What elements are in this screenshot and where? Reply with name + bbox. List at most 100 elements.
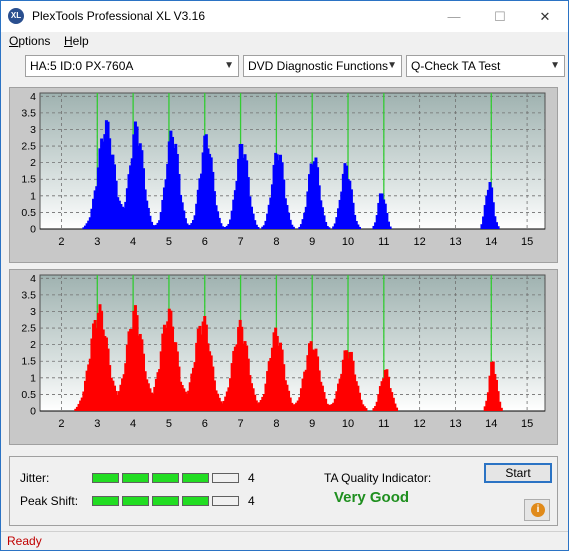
bottom-bar [325,403,329,411]
top-bar [162,187,166,229]
bottom-bar [267,361,271,411]
top-bar [212,191,216,229]
drive-select[interactable]: HA:5 ID:0 PX-760A ▼ [25,55,239,77]
top-y-tick-label: 3 [30,124,36,136]
bottom-bar [241,343,245,411]
top-bar [280,162,284,229]
top-bar [200,173,204,229]
function-select[interactable]: DVD Diagnostic Functions ▼ [243,55,402,77]
status-bar: Ready [1,531,568,550]
top-bar [142,168,146,229]
minimize-button[interactable]: — [447,9,461,24]
top-bar [238,144,242,229]
function-select-value: DVD Diagnostic Functions [248,59,389,73]
bottom-bar [127,331,131,411]
top-bar [93,190,97,229]
bottom-bar [280,349,284,411]
top-bar [269,197,273,229]
bottom-bar [306,355,310,411]
status-text: Ready [7,534,42,548]
bottom-bar [103,336,107,411]
bottom-bar [111,380,115,411]
menu-bar: Options Help [1,32,568,52]
bottom-bar [142,353,146,411]
bottom-bar [233,346,237,411]
close-button[interactable]: ✕ [539,9,551,24]
top-bar [203,135,207,229]
chevron-down-icon: ▼ [550,60,560,71]
top-bar [282,179,286,229]
bottom-y-tick-label: 3 [30,306,36,318]
bottom-bar [372,408,376,411]
bottom-x-tick-label: 10 [342,418,354,430]
bottom-bar [385,369,389,411]
top-bar [233,190,237,229]
bottom-bar [174,342,178,411]
bottom-chart: 4 3.5 3 2.5 2 1.5 1 0.5 0 2 3 4 5 6 7 8 9 10 11 12 13 14 15 [21,273,546,430]
menu-help-accesskey: H [64,34,73,48]
top-bar [345,165,349,229]
top-bar [382,199,386,229]
top-bar [254,224,258,229]
top-bar [177,174,181,229]
top-bar [486,189,490,229]
info-button[interactable]: i [524,499,550,521]
top-bar [109,154,113,229]
top-bar [351,202,355,229]
bottom-bar [177,366,181,411]
top-bar [137,145,141,229]
top-bar [169,130,173,229]
bottom-x-tick-label: 7 [238,418,244,430]
top-bar [312,161,316,229]
bottom-bar [261,396,265,411]
bottom-x-tick-label: 3 [94,418,100,430]
bottom-bar [183,391,187,411]
top-bar [175,154,179,229]
top-bar [253,220,257,229]
bottom-bar [314,348,318,411]
bottom-bar [351,360,355,411]
start-button[interactable]: Start [484,463,552,483]
bottom-bar [388,388,392,411]
bottom-bar [290,402,294,411]
top-bar [243,154,247,229]
bottom-bar [245,345,249,411]
top-bar [277,160,281,229]
bottom-bar [312,350,316,411]
top-bar [185,223,189,229]
top-x-tick-label: 2 [58,236,64,248]
bottom-bar [343,350,347,411]
top-bar [164,179,168,229]
bottom-bar [79,400,83,411]
top-bar [383,203,387,229]
menu-help[interactable]: Help [64,34,89,48]
maximize-button[interactable]: ☐ [494,9,506,24]
bottom-y-tick-label: 2 [30,339,36,351]
bottom-bar [491,361,495,411]
bottom-bar [308,343,312,411]
test-select-value: Q-Check TA Test [411,59,501,73]
menu-options[interactable]: Options [9,34,50,48]
top-bar [304,206,308,229]
bottom-x-tick-label: 15 [521,418,533,430]
ta-quality-value: Very Good [334,489,410,506]
bottom-y-tick-label: 4 [30,273,36,285]
bottom-bar [104,337,108,411]
top-x-tick-label: 14 [485,236,497,248]
top-bar [319,200,323,229]
top-bar [374,222,378,229]
bottom-bar [114,390,118,411]
top-bar [193,215,197,229]
top-bar [166,163,170,229]
bottom-bar [203,316,207,411]
top-bar [340,191,344,229]
bottom-bar [74,408,78,411]
bottom-bar [349,351,353,411]
top-bar [217,217,221,229]
top-bar [388,226,392,229]
test-select[interactable]: Q-Check TA Test ▼ [406,55,565,77]
top-bar [311,164,315,229]
top-bar [132,134,136,229]
top-y-tick-label: 1.5 [21,174,36,186]
